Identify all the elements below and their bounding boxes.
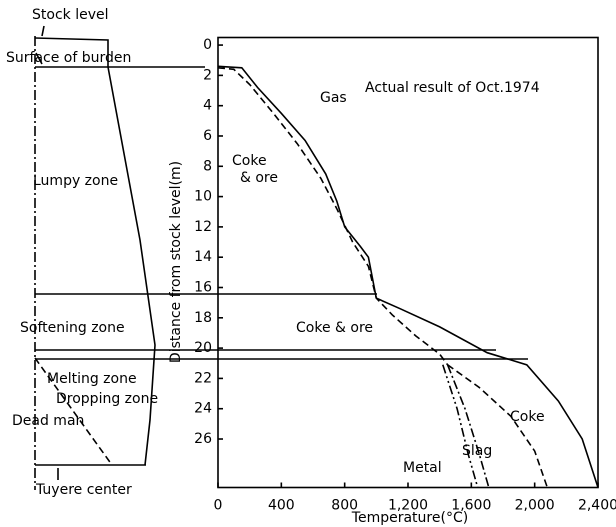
furnace-label: Dead man bbox=[12, 413, 84, 429]
x-tick-label: 2,000 bbox=[515, 498, 555, 514]
y-tick-label: 8 bbox=[203, 158, 212, 174]
furnace-label: Dropping zone bbox=[56, 391, 158, 407]
y-tick-label: 2 bbox=[203, 67, 212, 83]
y-axis-title: Distance from stock level(m) bbox=[168, 161, 184, 363]
furnace-label: Surface of burden bbox=[6, 50, 131, 66]
pointer bbox=[42, 26, 44, 36]
x-tick-label: 1,600 bbox=[451, 498, 491, 514]
furnace-label: Tuyere center bbox=[35, 482, 132, 498]
x-tick-label: 1,200 bbox=[388, 498, 428, 514]
figure: Stock level Surface of burden Lumpy zone… bbox=[0, 0, 616, 527]
y-tick-label: 20 bbox=[194, 340, 212, 356]
curve-label: Gas bbox=[320, 90, 347, 106]
y-tick-label: 0 bbox=[203, 37, 212, 53]
annotation: Actual result of Oct.1974 bbox=[365, 80, 540, 96]
y-tick-label: 18 bbox=[194, 310, 212, 326]
y-tick-label: 26 bbox=[194, 431, 212, 447]
curve-label: Coke bbox=[510, 409, 545, 425]
x-tick-label: 800 bbox=[331, 498, 358, 514]
curve-label: Coke & ore bbox=[296, 320, 373, 336]
y-tick-label: 12 bbox=[194, 219, 212, 235]
curve-label: Coke bbox=[232, 153, 267, 169]
curve-label: Metal bbox=[403, 460, 442, 476]
furnace-label: Melting zone bbox=[47, 371, 137, 387]
y-tick-label: 10 bbox=[194, 189, 212, 205]
y-tick-label: 22 bbox=[194, 370, 212, 386]
x-tick-label: 0 bbox=[214, 498, 223, 514]
y-tick-label: 6 bbox=[203, 128, 212, 144]
x-tick-label: 2,400 bbox=[578, 498, 616, 514]
y-tick-label: 4 bbox=[203, 98, 212, 114]
data-line bbox=[448, 365, 489, 488]
x-tick-label: 400 bbox=[268, 498, 295, 514]
data-line bbox=[443, 365, 478, 488]
data-line bbox=[448, 365, 548, 488]
y-tick-label: 14 bbox=[194, 249, 212, 265]
y-tick-label: 16 bbox=[194, 280, 212, 296]
furnace-label: Lumpy zone bbox=[33, 173, 118, 189]
furnace-label: Stock level bbox=[32, 7, 109, 23]
furnace-label: Softening zone bbox=[20, 320, 125, 336]
y-tick-label: 24 bbox=[194, 401, 212, 417]
curve-label: & ore bbox=[240, 170, 278, 186]
